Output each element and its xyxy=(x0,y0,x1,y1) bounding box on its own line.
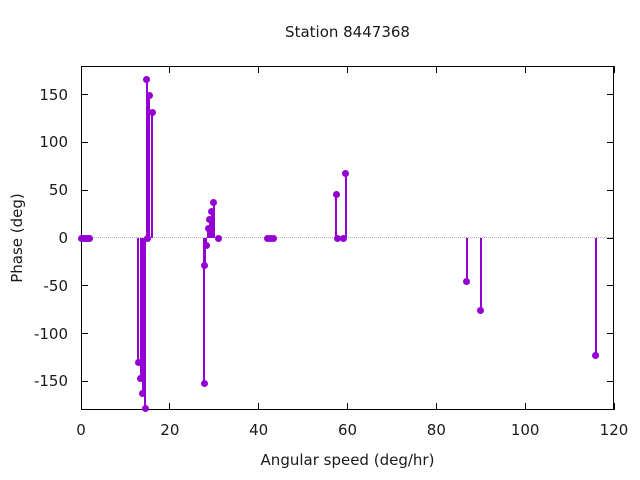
y-tick-label: 0 xyxy=(58,229,68,247)
x-tick-label: 120 xyxy=(599,421,629,439)
x-tick-mark xyxy=(80,66,82,73)
data-point xyxy=(134,358,142,366)
y-tick-mark xyxy=(607,237,614,239)
data-point-stem xyxy=(594,238,597,356)
data-point-stem xyxy=(207,228,210,238)
data-point xyxy=(204,224,212,232)
data-point xyxy=(143,75,151,83)
x-tick-mark xyxy=(347,403,348,410)
data-point xyxy=(86,234,94,242)
y-tick-mark xyxy=(81,285,88,287)
x-axis-label: Angular speed (deg/hr) xyxy=(260,451,435,469)
data-point-stem xyxy=(151,112,154,238)
x-tick-mark xyxy=(169,66,171,73)
data-point-stem xyxy=(205,238,208,246)
x-tick-mark xyxy=(258,403,260,410)
x-tick-label: 100 xyxy=(510,421,540,439)
x-tick-label: 60 xyxy=(337,421,358,439)
y-tick-mark xyxy=(607,285,614,287)
y-tick-label: -150 xyxy=(33,372,68,391)
data-point-stem xyxy=(335,194,338,238)
y-tick-mark xyxy=(81,380,88,382)
data-point-stem xyxy=(137,238,140,363)
chart-title: Station 8447368 xyxy=(285,23,410,41)
data-point-stem xyxy=(144,238,147,409)
y-tick-label: 50 xyxy=(48,181,68,200)
y-tick-mark xyxy=(81,189,88,191)
y-tick-mark xyxy=(607,141,614,143)
y-tick-mark xyxy=(607,333,614,335)
data-point xyxy=(202,242,210,250)
data-point xyxy=(592,352,600,360)
data-point xyxy=(342,170,350,178)
data-point-stem xyxy=(212,202,215,238)
y-tick-mark xyxy=(81,141,88,143)
data-point xyxy=(201,262,209,270)
data-point xyxy=(339,234,347,242)
data-point xyxy=(148,109,156,117)
x-tick-mark xyxy=(258,66,260,73)
data-point-stem xyxy=(203,238,206,384)
x-tick-mark xyxy=(524,66,526,73)
data-point xyxy=(200,379,208,387)
data-point xyxy=(463,277,471,285)
y-tick-mark xyxy=(607,380,614,382)
plot-area xyxy=(77,66,615,412)
data-point xyxy=(210,199,218,207)
y-tick-mark xyxy=(607,94,614,96)
data-point xyxy=(270,234,278,242)
data-point xyxy=(144,234,152,242)
data-point xyxy=(477,307,485,315)
data-point-stem xyxy=(208,219,211,238)
y-tick-mark xyxy=(607,189,614,191)
x-tick-mark xyxy=(169,403,171,410)
y-tick-label: 150 xyxy=(39,85,68,104)
x-tick-mark xyxy=(613,66,615,73)
data-point xyxy=(139,390,147,398)
data-point xyxy=(137,374,145,382)
y-tick-label: -50 xyxy=(43,276,69,295)
plot-border xyxy=(81,66,614,410)
data-point xyxy=(215,234,223,242)
x-tick-label: 20 xyxy=(160,421,180,439)
data-point-stem xyxy=(344,173,347,238)
data-point-stem xyxy=(148,95,151,238)
data-point xyxy=(334,234,342,242)
data-point-stem xyxy=(465,238,468,281)
data-point-stem xyxy=(145,79,148,238)
zero-reference-line xyxy=(82,237,613,238)
data-point-stem xyxy=(479,238,482,311)
data-point-stem xyxy=(139,238,142,379)
x-tick-mark xyxy=(435,66,437,73)
y-tick-mark xyxy=(81,333,88,335)
x-tick-label: 80 xyxy=(426,421,446,439)
data-point xyxy=(206,216,214,224)
data-point-stem xyxy=(141,238,144,394)
x-tick-label: 40 xyxy=(249,421,269,439)
data-point xyxy=(208,207,216,215)
data-point xyxy=(145,92,153,100)
x-tick-mark xyxy=(347,66,348,73)
y-tick-mark xyxy=(81,94,88,96)
x-tick-mark xyxy=(613,403,615,410)
y-tick-label: 100 xyxy=(39,133,68,152)
x-tick-mark xyxy=(524,403,526,410)
data-point xyxy=(141,404,149,412)
data-point-stem xyxy=(203,238,206,266)
data-point-stem xyxy=(210,211,213,238)
y-tick-label: -100 xyxy=(33,324,68,343)
data-point xyxy=(332,190,340,198)
x-tick-mark xyxy=(80,403,82,410)
x-tick-mark xyxy=(435,403,437,410)
x-tick-label: 0 xyxy=(76,421,86,439)
